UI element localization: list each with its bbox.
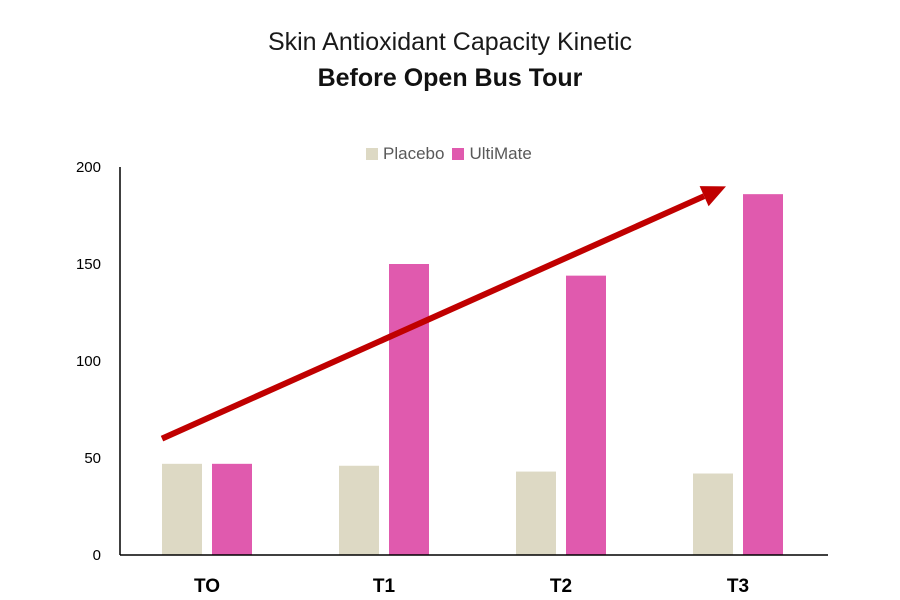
bar-ultimate-t3 [743, 194, 783, 555]
bar-placebo-t2 [516, 471, 556, 555]
chart-subtitle: Before Open Bus Tour [317, 64, 583, 92]
legend-item-ultimate: UltiMate [452, 144, 532, 164]
y-tick-label: 100 [76, 353, 101, 370]
bar-placebo-to [162, 463, 202, 555]
x-tick-label-t3: T3 [727, 576, 749, 597]
bar-ultimate-t2 [566, 275, 606, 555]
legend-swatch-placebo [366, 148, 378, 160]
bar-placebo-t1 [339, 465, 379, 555]
x-tick-label-t1: T1 [373, 576, 396, 597]
y-tick-label: 0 [93, 547, 101, 564]
x-tick-label-to: TO [194, 576, 220, 597]
trend-arrow-head [699, 186, 726, 207]
axes-group: 0 50 100 150 200 TO T1 T2 T3 [76, 159, 828, 597]
x-tick-label-t2: T2 [550, 576, 572, 597]
bar-ultimate-to [212, 463, 252, 555]
y-tick-label: 50 [84, 450, 101, 467]
bar-ultimate-t1 [389, 264, 429, 555]
legend-label-placebo: Placebo [383, 144, 445, 163]
chart-title: Skin Antioxidant Capacity Kinetic [267, 28, 633, 56]
trend-arrow-shaft [160, 193, 706, 442]
legend-swatch-ultimate [452, 148, 465, 160]
bar-placebo-t3 [693, 473, 733, 555]
y-tick-label: 200 [76, 159, 101, 176]
trend-group [160, 186, 726, 442]
legend-label-ultimate: UltiMate [469, 144, 532, 163]
bars-group [162, 194, 783, 555]
legend: Placebo UltiMate [366, 144, 540, 164]
legend-item-placebo: Placebo [366, 144, 444, 164]
y-tick-label: 150 [76, 256, 101, 273]
